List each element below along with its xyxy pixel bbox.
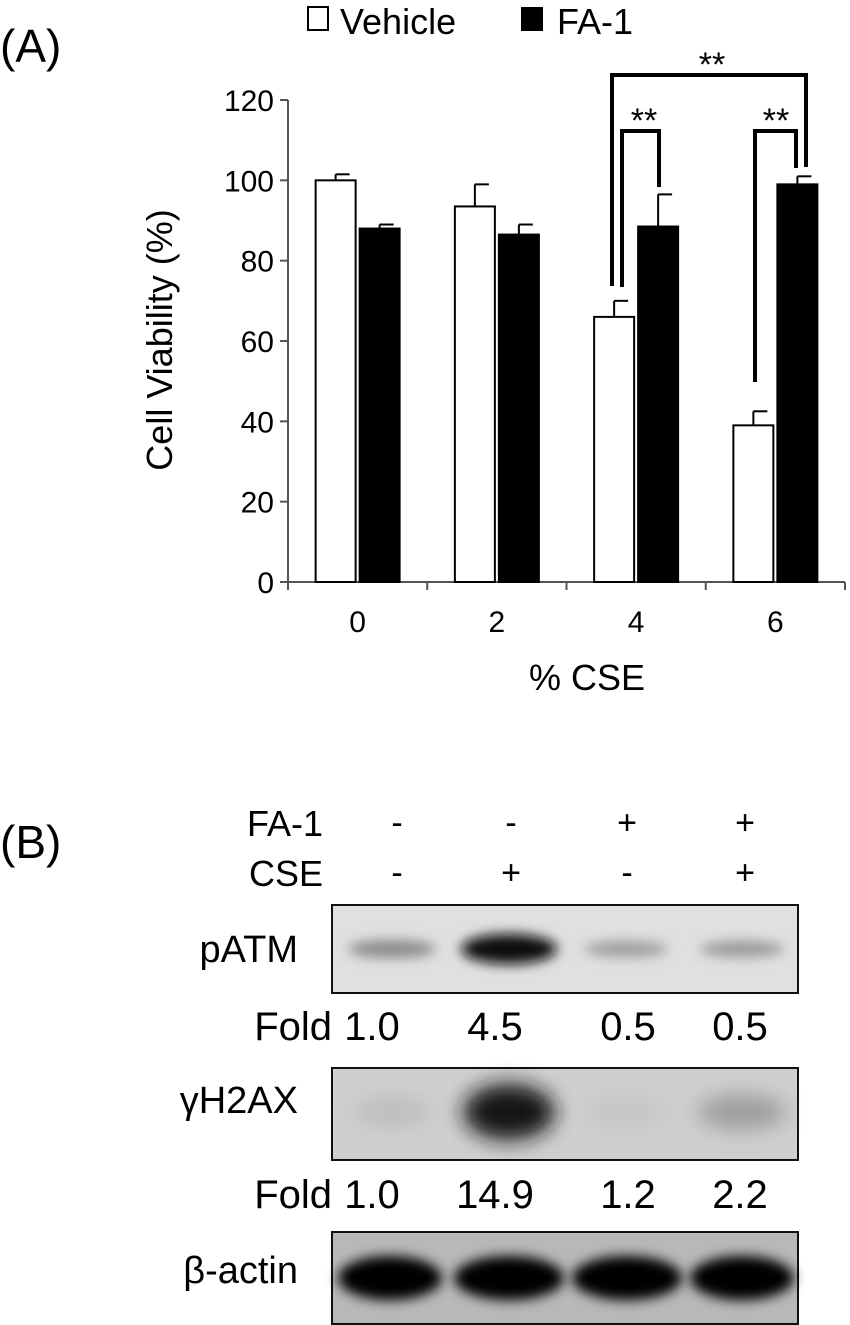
significance-brackets (610, 73, 808, 382)
bar-fa1 (497, 233, 540, 584)
sig-label-6pct: ** (763, 102, 789, 140)
y-tick-label: 40 (241, 406, 274, 439)
sig-label-4vs6: ** (699, 46, 725, 84)
legend-label-vehicle: Vehicle (340, 1, 456, 42)
fold-value: 14.9 (456, 1173, 534, 1217)
y-tick-label: 0 (257, 567, 274, 600)
fold-value: 2.2 (712, 1173, 768, 1217)
blot-gh2ax (331, 1067, 799, 1161)
band-label-gh2ax: γH2AX (180, 1080, 298, 1122)
bar-vehicle (732, 424, 775, 583)
legend-label-fa1: FA-1 (557, 1, 633, 42)
bar-series (314, 179, 819, 584)
bar-vehicle (453, 205, 496, 583)
condition-label-cse: CSE (249, 853, 323, 894)
condition-mark: + (735, 804, 755, 842)
y-axis-title: Cell Viability (%) (139, 209, 180, 470)
x-tick-label: 6 (767, 606, 784, 639)
x-tick-label: 4 (628, 606, 645, 639)
bar-fa1 (358, 227, 401, 584)
blot-patm (331, 904, 799, 994)
y-tick-label: 120 (224, 85, 274, 118)
fold-value: 0.5 (600, 1005, 656, 1049)
condition-mark: + (617, 804, 637, 842)
condition-label-fa1: FA-1 (247, 803, 323, 844)
condition-marks: - - + + - + - + (391, 804, 755, 892)
fold-value: 1.0 (344, 1173, 400, 1217)
condition-mark: - (391, 804, 402, 842)
panel-b-label: (B) (0, 816, 61, 868)
bar-fa1 (637, 225, 680, 583)
y-tick-label: 20 (241, 487, 274, 520)
bar-fa1 (776, 183, 819, 583)
bracket-4pct (620, 129, 661, 287)
chart-legend: Vehicle FA-1 (307, 1, 633, 42)
sig-label-4pct: ** (631, 102, 657, 140)
band-label-patm: pATM (199, 929, 298, 971)
fold-value: 1.0 (344, 1005, 400, 1049)
legend-swatch-fa1 (521, 7, 543, 31)
blot-bactin (331, 1231, 799, 1325)
x-axis-ticks: 0 2 4 6 (287, 582, 846, 639)
fold-row-gh2ax: 1.0 14.9 1.2 2.2 (344, 1173, 768, 1217)
condition-mark: - (505, 804, 516, 842)
error-bars (334, 173, 812, 426)
condition-mark: - (621, 854, 632, 892)
condition-mark: + (501, 854, 521, 892)
band-gh2ax-lane-1 (352, 1098, 432, 1126)
fold-value: 4.5 (467, 1005, 523, 1049)
band-bactin-lane-1 (338, 1256, 442, 1300)
band-bactin-lane-2 (454, 1256, 564, 1300)
fold-row-patm: 1.0 4.5 0.5 0.5 (344, 1005, 768, 1049)
fold-value: 0.5 (712, 1005, 768, 1049)
legend-swatch-vehicle (307, 6, 329, 31)
band-gh2ax-lane-2 (463, 1084, 555, 1140)
y-axis-ticks: 0 20 40 60 80 100 120 (224, 85, 288, 600)
condition-mark: + (735, 854, 755, 892)
x-tick-label: 2 (489, 606, 506, 639)
fold-label-2: Fold (254, 1173, 332, 1217)
x-axis-title: % CSE (529, 657, 645, 698)
bracket-4vs6 (610, 73, 808, 286)
band-patm-lane-4 (700, 941, 784, 957)
y-tick-label: 60 (241, 326, 274, 359)
y-tick-label: 100 (224, 165, 274, 198)
band-label-bactin: β-actin (183, 1250, 298, 1292)
band-bactin-lane-3 (572, 1256, 682, 1300)
bracket-6pct (753, 129, 798, 382)
fold-label-1: Fold (254, 1005, 332, 1049)
band-patm-lane-3 (584, 941, 668, 957)
band-gh2ax-lane-3 (586, 1098, 666, 1126)
band-patm-lane-1 (348, 940, 436, 958)
fold-value: 1.2 (600, 1173, 656, 1217)
band-patm-lane-2 (461, 934, 557, 964)
band-bactin-lane-4 (690, 1256, 794, 1300)
bar-vehicle (314, 179, 357, 583)
band-gh2ax-lane-4 (698, 1094, 786, 1130)
y-tick-label: 80 (241, 246, 274, 279)
bar-vehicle (593, 315, 636, 583)
condition-mark: - (391, 854, 402, 892)
x-tick-label: 0 (349, 606, 366, 639)
panel-a-label: (A) (0, 20, 61, 72)
